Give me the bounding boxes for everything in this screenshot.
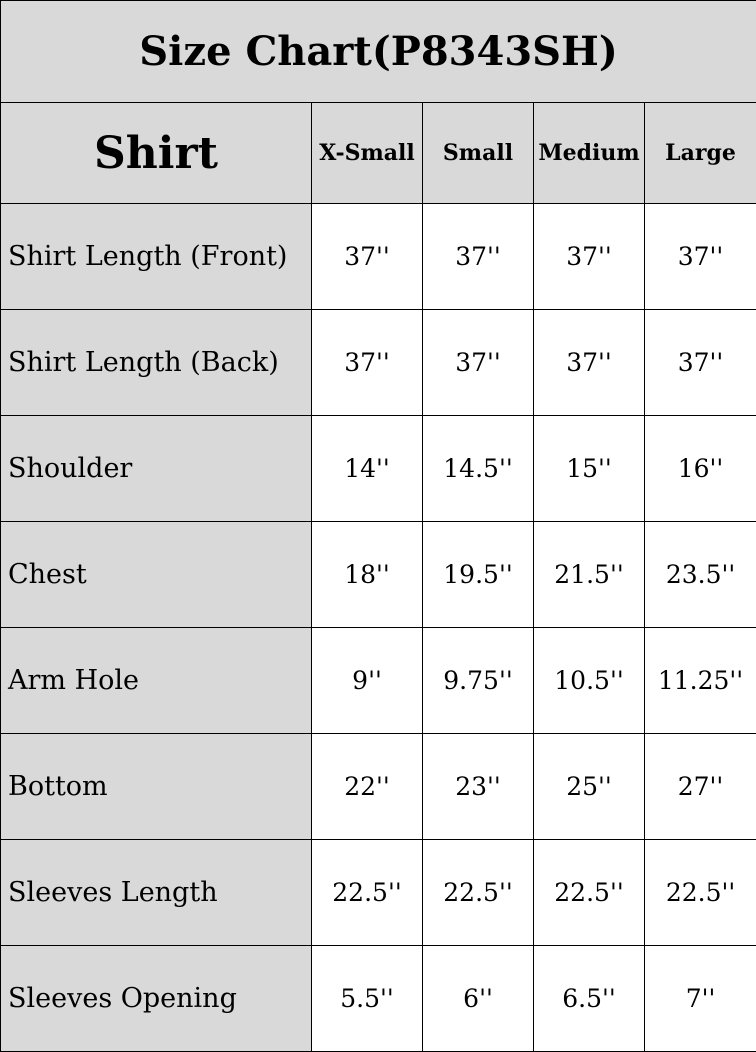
measurement-value: 9'' — [311, 627, 423, 734]
measurement-value: 37'' — [643, 309, 756, 416]
measurement-label: Sleeves Opening — [0, 945, 312, 1052]
measurement-value: 22.5'' — [533, 839, 645, 946]
measurement-label: Shoulder — [0, 415, 312, 522]
table-row: Shoulder 14'' 14.5'' 15'' 16'' — [0, 415, 756, 522]
measurement-value: 22.5'' — [643, 839, 756, 946]
measurement-value: 19.5'' — [422, 521, 534, 628]
measurement-value: 18'' — [311, 521, 423, 628]
header-row: Shirt X-Small Small Medium Large — [0, 102, 756, 204]
measurement-label: Chest — [0, 521, 312, 628]
size-header-large: Large — [643, 102, 756, 204]
measurement-value: 37'' — [311, 203, 423, 310]
size-chart-title: Size Chart(P8343SH) — [0, 0, 756, 103]
measurement-value: 37'' — [422, 309, 534, 416]
measurement-value: 37'' — [643, 203, 756, 310]
measurement-value: 27'' — [643, 733, 756, 840]
measurement-value: 23.5'' — [643, 521, 756, 628]
measurement-label: Shirt Length (Back) — [0, 309, 312, 416]
table-row: Sleeves Opening 5.5'' 6'' 6.5'' 7'' — [0, 945, 756, 1052]
measurement-label: Sleeves Length — [0, 839, 312, 946]
measurement-value: 22.5'' — [311, 839, 423, 946]
table-row: Sleeves Length 22.5'' 22.5'' 22.5'' 22.5'' — [0, 839, 756, 946]
table-body: Shirt Length (Front) 37'' 37'' 37'' 37'' Shir… — [0, 203, 756, 1052]
size-header-small: Small — [422, 102, 534, 204]
measurement-value: 15'' — [533, 415, 645, 522]
table-row: Shirt Length (Back) 37'' 37'' 37'' 37'' — [0, 309, 756, 416]
measurement-value: 37'' — [422, 203, 534, 310]
measurement-value: 16'' — [643, 415, 756, 522]
measurement-value: 6'' — [422, 945, 534, 1052]
table-row: Arm Hole 9'' 9.75'' 10.5'' 11.25'' — [0, 627, 756, 734]
measurement-value: 37'' — [533, 309, 645, 416]
table-row: Chest 18'' 19.5'' 21.5'' 23.5'' — [0, 521, 756, 628]
measurement-value: 25'' — [533, 733, 645, 840]
measurement-value: 11.25'' — [643, 627, 756, 734]
measurement-value: 22.5'' — [422, 839, 534, 946]
measurement-value: 23'' — [422, 733, 534, 840]
measurement-value: 37'' — [311, 309, 423, 416]
measurement-label: Bottom — [0, 733, 312, 840]
measurement-value: 10.5'' — [533, 627, 645, 734]
measurement-value: 14'' — [311, 415, 423, 522]
measurement-value: 21.5'' — [533, 521, 645, 628]
size-header-medium: Medium — [533, 102, 645, 204]
measurement-label: Arm Hole — [0, 627, 312, 734]
measurement-value: 5.5'' — [311, 945, 423, 1052]
measurement-value: 6.5'' — [533, 945, 645, 1052]
size-header-xsmall: X-Small — [311, 102, 423, 204]
table-row: Bottom 22'' 23'' 25'' 27'' — [0, 733, 756, 840]
measurement-value: 22'' — [311, 733, 423, 840]
title-row: Size Chart(P8343SH) — [0, 0, 756, 103]
measurement-label: Shirt Length (Front) — [0, 203, 312, 310]
measurement-value: 9.75'' — [422, 627, 534, 734]
measurement-value: 14.5'' — [422, 415, 534, 522]
section-heading: Shirt — [0, 102, 312, 204]
measurement-value: 37'' — [533, 203, 645, 310]
measurement-value: 7'' — [643, 945, 756, 1052]
table-row: Shirt Length (Front) 37'' 37'' 37'' 37'' — [0, 203, 756, 310]
